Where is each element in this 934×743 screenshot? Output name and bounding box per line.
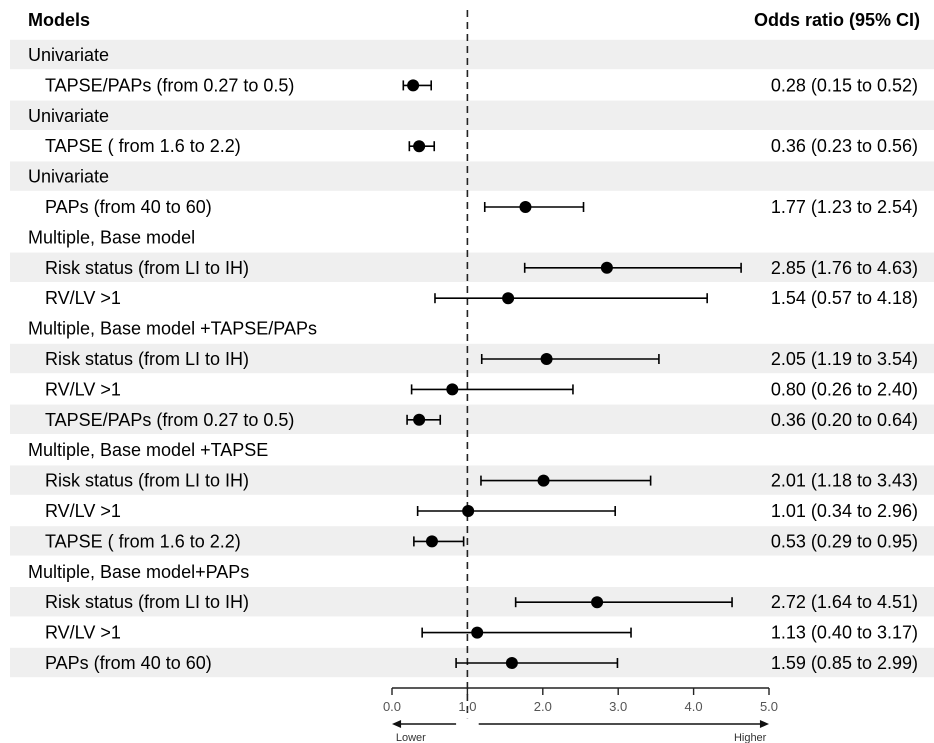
odds-ratio-value: 1.77 (1.23 to 2.54): [771, 197, 918, 217]
estimate-marks: [402, 79, 742, 669]
row-label: TAPSE/PAPs (from 0.27 to 0.5): [45, 410, 294, 430]
point-estimate: [600, 261, 613, 274]
estimate-row: [480, 353, 660, 365]
point-estimate: [519, 201, 532, 213]
estimate-row: [406, 413, 442, 426]
odds-ratio-value: 2.72 (1.64 to 4.51): [771, 592, 918, 612]
estimate-row: [455, 657, 619, 669]
row-values: 0.28 (0.15 to 0.52) 0.36 (0.23 to 0.56) 1.…: [771, 75, 918, 673]
row-stripe: [10, 39, 934, 70]
point-estimate: [425, 535, 438, 548]
row-label: RV/LV >1: [45, 623, 121, 643]
point-estimate: [446, 383, 459, 396]
group-label: Multiple, Base model: [28, 227, 195, 247]
group-label: Univariate: [28, 106, 109, 126]
group-label: Multiple, Base model +TAPSE: [28, 440, 268, 460]
point-estimate: [540, 353, 553, 365]
point-estimate: [471, 626, 484, 639]
group-label: Multiple, Base model+PAPs: [28, 562, 249, 582]
point-estimate: [502, 292, 515, 305]
row-label: PAPs (from 40 to 60): [45, 197, 212, 217]
row-stripe: [10, 587, 934, 617]
row-stripe: [10, 404, 934, 434]
odds-ratio-value: 2.85 (1.76 to 4.63): [771, 258, 918, 278]
row-label: TAPSE/PAPs (from 0.27 to 0.5): [45, 75, 294, 95]
row-stripes: [10, 39, 934, 678]
lower-label: Lower: [396, 732, 426, 743]
row-stripe: [10, 526, 934, 556]
higher-label: Higher: [734, 732, 767, 743]
point-estimate: [537, 474, 550, 487]
estimate-row: [480, 474, 652, 487]
lower-arrow-head: [392, 720, 402, 728]
estimate-row: [402, 79, 433, 92]
row-stripe: [10, 465, 934, 495]
x-tick-label: 1.0: [458, 699, 476, 714]
row-labels: Univariate TAPSE/PAPs (from 0.27 to 0.5) U…: [28, 45, 317, 673]
x-tick-label: 5.0: [760, 699, 778, 714]
point-estimate: [462, 505, 475, 517]
x-axis: 0.0 1.0 2.0 3.0 4.0 5.0 Lower Higher: [383, 687, 778, 743]
row-stripe: [10, 100, 934, 130]
odds-ratio-header: Odds ratio (95% CI): [754, 10, 920, 30]
x-tick-label: 0.0: [383, 699, 401, 714]
group-label: Multiple, Base model +TAPSE/PAPs: [28, 319, 317, 339]
odds-ratio-value: 1.59 (0.85 to 2.99): [771, 653, 918, 673]
estimate-row: [434, 292, 708, 305]
estimate-row: [483, 201, 585, 213]
row-label: RV/LV >1: [45, 501, 121, 521]
x-tick-label: 2.0: [534, 699, 552, 714]
x-tick-label: 4.0: [685, 699, 703, 714]
higher-arrow-head: [759, 720, 769, 728]
odds-ratio-value: 1.13 (0.40 to 3.17): [771, 623, 918, 643]
odds-ratio-value: 2.01 (1.18 to 3.43): [771, 471, 918, 491]
point-estimate: [413, 140, 426, 153]
odds-ratio-value: 1.01 (0.34 to 2.96): [771, 501, 918, 521]
odds-ratio-value: 0.28 (0.15 to 0.52): [771, 75, 918, 95]
odds-ratio-value: 0.53 (0.29 to 0.95): [771, 531, 918, 551]
row-label: TAPSE ( from 1.6 to 2.2): [45, 136, 241, 156]
odds-ratio-value: 0.36 (0.23 to 0.56): [771, 136, 918, 156]
odds-ratio-value: 0.80 (0.26 to 2.40): [771, 379, 918, 399]
odds-ratio-value: 2.05 (1.19 to 3.54): [771, 349, 918, 369]
row-label: Risk status (from LI to IH): [45, 349, 249, 369]
estimate-row: [408, 140, 436, 153]
estimate-row: [514, 596, 733, 609]
row-label: Risk status (from LI to IH): [45, 471, 249, 491]
row-label: TAPSE ( from 1.6 to 2.2): [45, 531, 241, 551]
group-label: Univariate: [28, 167, 109, 187]
estimate-row: [421, 626, 632, 639]
point-estimate: [505, 657, 518, 669]
row-stripe: [10, 161, 934, 191]
row-label: RV/LV >1: [45, 379, 121, 399]
row-label: PAPs (from 40 to 60): [45, 653, 212, 673]
point-estimate: [413, 413, 426, 426]
odds-ratio-value: 1.54 (0.57 to 4.18): [771, 288, 918, 308]
estimate-row: [410, 383, 574, 396]
estimate-row: [523, 261, 742, 274]
point-estimate: [407, 79, 420, 92]
row-stripe: [10, 252, 934, 282]
estimate-row: [416, 505, 616, 517]
row-label: RV/LV >1: [45, 288, 121, 308]
odds-ratio-value: 0.36 (0.20 to 0.64): [771, 410, 918, 430]
group-label: Univariate: [28, 45, 109, 65]
row-label: Risk status (from LI to IH): [45, 592, 249, 612]
row-stripe: [10, 343, 934, 374]
point-estimate: [591, 596, 604, 609]
x-tick-label: 3.0: [609, 699, 627, 714]
estimate-row: [413, 535, 465, 548]
row-label: Risk status (from LI to IH): [45, 258, 249, 278]
models-header: Models: [28, 10, 90, 30]
